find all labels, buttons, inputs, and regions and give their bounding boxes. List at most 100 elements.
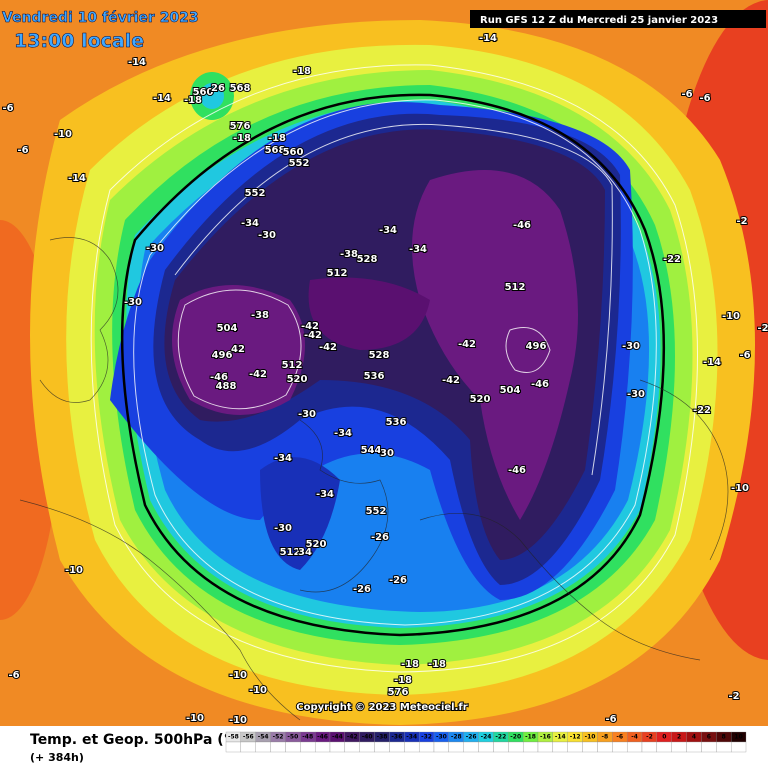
scale-label: -46 — [317, 734, 328, 741]
scale-label: -2 — [646, 734, 653, 741]
contour-label: 528 — [369, 350, 390, 361]
scale-label-bg — [686, 741, 702, 753]
contour-label: 504 — [500, 385, 521, 396]
scale-label-bg — [418, 741, 435, 753]
scale-label-bg — [656, 741, 672, 753]
contour-label: -6 — [17, 145, 28, 156]
contour-label: -14 — [479, 33, 497, 44]
contour-label: -34 — [409, 244, 427, 255]
scale-label-bg — [730, 741, 747, 753]
scale-label: 8 — [722, 734, 726, 741]
contour-label: 552 — [245, 188, 266, 199]
contour-label: 30 — [380, 448, 394, 459]
contour-label: -42 — [458, 339, 476, 350]
contour-label: -34 — [379, 225, 397, 236]
scale-label-bg — [582, 741, 598, 753]
scale-label: -34 — [406, 734, 417, 741]
scale-label: -20 — [510, 734, 521, 741]
contour-label: 520 — [470, 394, 491, 405]
contour-label: -18 — [184, 95, 202, 106]
contour-label: 34 — [298, 547, 312, 558]
scale-label: -32 — [421, 734, 432, 741]
contour-label: 42 — [231, 344, 245, 355]
scale-label: -36 — [391, 734, 402, 741]
contour-label: -10 — [249, 685, 267, 696]
contour-label: -42 — [249, 369, 267, 380]
scale-label: 10 — [734, 734, 742, 741]
contour-label: -6 — [699, 93, 710, 104]
scale-label-bg — [255, 741, 271, 753]
scale-label-bg — [374, 741, 390, 753]
contour-label: -42 — [319, 342, 337, 353]
scale-label: -58 — [228, 734, 239, 741]
contour-label: 568 — [230, 83, 251, 94]
scale-label: -42 — [347, 734, 358, 741]
contour-label: -6 — [681, 89, 692, 100]
scale-label-bg — [300, 741, 316, 753]
contour-label: -22 — [693, 405, 711, 416]
contour-label: -46 — [513, 220, 531, 231]
scale-label-bg — [433, 741, 450, 753]
contour-label: -46 — [210, 372, 228, 383]
scale-label: -6 — [616, 734, 623, 741]
scale-label: -24 — [481, 734, 492, 741]
scale-label-bg — [389, 741, 405, 753]
scale-label-bg — [463, 741, 479, 753]
scale-label-bg — [285, 741, 301, 753]
contour-label: -10 — [229, 670, 247, 681]
scale-label: -56 — [243, 734, 254, 741]
scale-label: -18 — [525, 734, 536, 741]
scale-label: -52 — [273, 734, 284, 741]
contour-label: 488 — [216, 381, 237, 392]
contour-label: -10 — [186, 713, 204, 724]
run-info: Run GFS 12 Z du Mercredi 25 janvier 2023 — [480, 15, 718, 26]
scale-label-bg — [359, 741, 375, 753]
contour-label: -26 — [389, 575, 407, 586]
scale-label: 2 — [677, 734, 681, 741]
contour-label: 560 — [193, 87, 214, 98]
contour-label: -46 — [531, 379, 549, 390]
footer-title: Temp. et Geop. 500hPa (° — [30, 732, 231, 748]
contour-label: 552 — [366, 506, 387, 517]
scale-label: -28 — [451, 734, 462, 741]
contour-label: -30 — [298, 409, 316, 420]
contour-label: 560 — [283, 147, 304, 158]
contour-label: 26 — [211, 83, 225, 94]
scale-label-bg — [240, 741, 256, 753]
contour-label: -30 — [124, 297, 142, 308]
scale-label: -12 — [570, 734, 581, 741]
scale-label: -14 — [555, 734, 566, 741]
contour-label: 544 — [361, 445, 382, 456]
contour-label: 528 — [357, 254, 378, 265]
contour-label: -34 — [334, 428, 352, 439]
contour-label: -18 — [394, 675, 412, 686]
contour-label: -10 — [65, 565, 83, 576]
map — [0, 0, 768, 726]
color-scale: -58 -56 -54 -52 -50 -48 -46 -44 -42 -40 -38 -36 -34-… — [225, 731, 747, 753]
contour-label: -18 — [401, 659, 419, 670]
contour-label: -34 — [241, 218, 259, 229]
contour-label: -10 — [731, 483, 749, 494]
contour-label: -2 — [728, 691, 739, 702]
contour-label: -18 — [268, 133, 286, 144]
scale-label: -8 — [602, 734, 609, 741]
contour-label: -14 — [68, 173, 86, 184]
scale-label: -16 — [540, 734, 551, 741]
contour-label: -46 — [508, 465, 526, 476]
contour-label: -18 — [428, 659, 446, 670]
contour-label: -2 — [757, 323, 768, 334]
scale-label: 0 — [662, 734, 666, 741]
scale-label-bg — [329, 741, 346, 753]
scale-label-bg — [567, 741, 583, 753]
contour-label: -30 — [627, 389, 645, 400]
contour-label: 496 — [526, 341, 547, 352]
contour-label: -34 — [274, 453, 292, 464]
scale-label: -50 — [287, 734, 298, 741]
contour-label: -10 — [229, 715, 247, 726]
copyright: Copyright © 2023 Meteociel.fr — [296, 702, 467, 713]
contour-label: -30 — [274, 523, 292, 534]
contour-label: 520 — [306, 539, 327, 550]
scale-label: -22 — [495, 734, 506, 741]
